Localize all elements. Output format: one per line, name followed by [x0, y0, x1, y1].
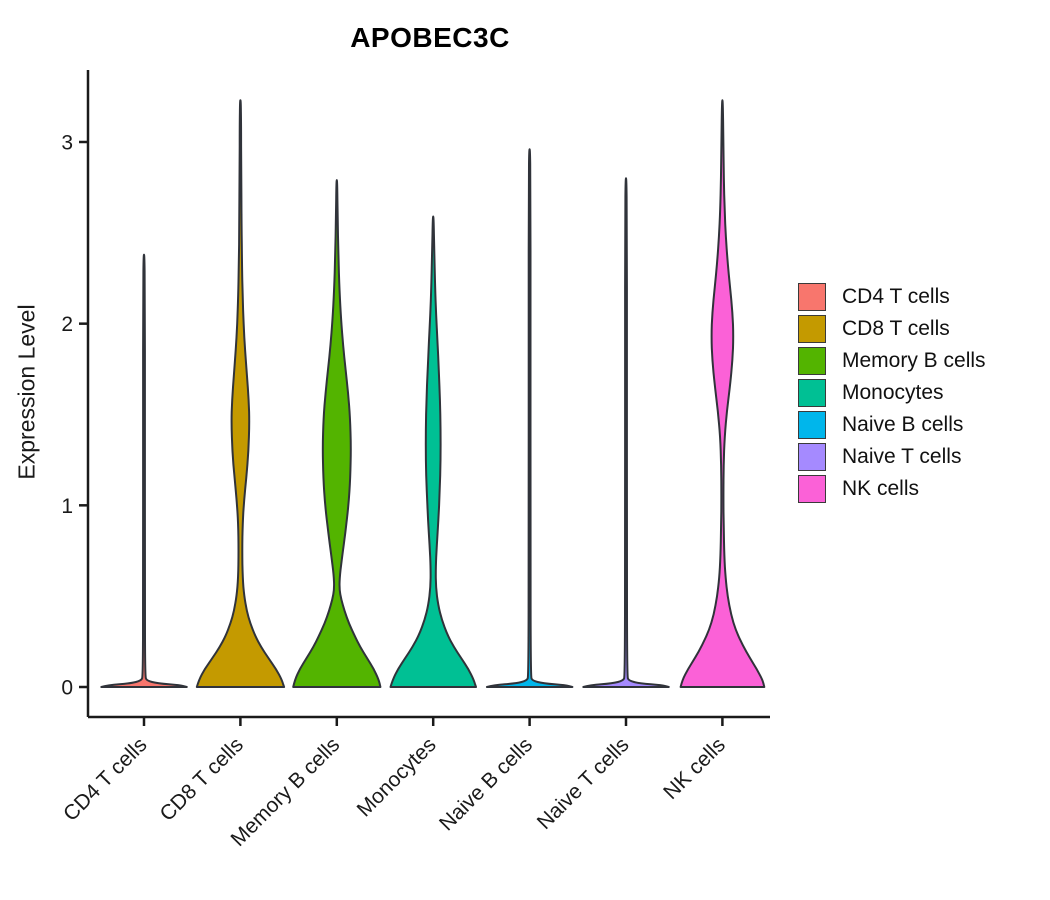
violin-nk-cells [679, 99, 766, 688]
legend-label-cd8-t-cells: CD8 T cells [842, 317, 950, 340]
x-tick-label-nk-cells: NK cells [659, 733, 730, 804]
violin-naive-t-cells [582, 177, 670, 688]
legend-item-monocytes: Monocytes [798, 379, 986, 407]
legend-swatch-cd8-t-cells [798, 315, 826, 343]
legend-item-nk-cells: NK cells [798, 475, 986, 503]
y-tick-label-1: 1 [61, 495, 73, 518]
legend-label-nk-cells: NK cells [842, 477, 920, 500]
legend-swatch-naive-b-cells [798, 411, 826, 439]
legend-label-naive-t-cells: Naive T cells [842, 445, 962, 468]
legend-label-memory-b-cells: Memory B cells [842, 349, 986, 372]
x-tick-label-cd8-t-cells: CD8 T cells [155, 733, 247, 825]
legend-item-memory-b-cells: Memory B cells [798, 347, 986, 375]
legend-swatch-memory-b-cells [798, 347, 826, 375]
violin-monocytes [389, 215, 477, 688]
legend-item-naive-b-cells: Naive B cells [798, 411, 986, 439]
legend-swatch-naive-t-cells [798, 443, 826, 471]
y-tick-label-2: 2 [61, 313, 73, 336]
violin-memory-b-cells [292, 179, 382, 688]
legend-label-naive-b-cells: Naive B cells [842, 413, 964, 436]
violin-cd4-t-cells [100, 253, 188, 688]
legend: CD4 T cells CD8 T cells Memory B cells Mono… [798, 283, 986, 507]
x-tick-label-monocytes: Monocytes [353, 733, 441, 821]
legend-label-monocytes: Monocytes [842, 381, 944, 404]
y-tick-label-3: 3 [61, 131, 73, 154]
x-tick-label-naive-t-cells: Naive T cells [533, 733, 634, 834]
x-tick-label-naive-b-cells: Naive B cells [435, 733, 537, 835]
y-tick-label-0: 0 [61, 677, 73, 700]
legend-label-cd4-t-cells: CD4 T cells [842, 285, 950, 308]
legend-swatch-nk-cells [798, 475, 826, 503]
legend-item-naive-t-cells: Naive T cells [798, 443, 986, 471]
legend-item-cd8-t-cells: CD8 T cells [798, 315, 986, 343]
legend-swatch-cd4-t-cells [798, 283, 826, 311]
legend-swatch-monocytes [798, 379, 826, 407]
x-tick-label-cd4-t-cells: CD4 T cells [59, 733, 151, 825]
violin-cd8-t-cells [195, 99, 286, 688]
violin-naive-b-cells [485, 148, 574, 688]
legend-item-cd4-t-cells: CD4 T cells [798, 283, 986, 311]
chart-title: APOBEC3C [350, 22, 510, 53]
